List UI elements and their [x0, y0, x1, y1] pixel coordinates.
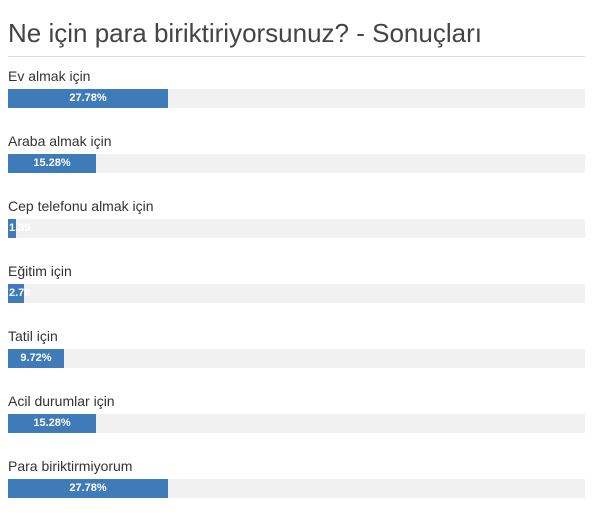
result-bar-fill: 27.78%	[8, 89, 168, 108]
answer-item-ev: Ev almak için 27.78%	[8, 67, 585, 132]
answer-label: Ev almak için	[8, 68, 91, 84]
result-bar-fill: 15.28%	[8, 154, 96, 173]
result-percent: 15.28%	[33, 417, 71, 429]
result-bar-track: 15.28%	[8, 154, 585, 173]
result-percent: 9.72%	[20, 352, 52, 364]
answer-label: Acil durumlar için	[8, 393, 115, 409]
answer-label: Eğitim için	[8, 263, 72, 279]
result-bar-fill: 15.28%	[8, 414, 96, 433]
result-bar-fill: 1.39	[8, 219, 30, 238]
answer-item-acil-durumlar: Acil durumlar için 15.28%	[8, 392, 585, 457]
answer-label: Cep telefonu almak için	[8, 198, 154, 214]
answer-item-cep-telefonu: Cep telefonu almak için 1.39	[8, 197, 585, 262]
result-bar-track: 2.78	[8, 284, 585, 303]
title-divider	[8, 56, 585, 57]
poll-results: Ne için para biriktiriyorsunuz? - Sonuçl…	[8, 0, 585, 522]
page-title: Ne için para biriktiriyorsunuz? - Sonuçl…	[8, 18, 482, 48]
result-bar-track: 1.39	[8, 219, 585, 238]
answer-list: Ev almak için 27.78% Araba almak için 15…	[8, 67, 585, 522]
result-bar-fill: 27.78%	[8, 479, 168, 498]
result-bar-fill: 2.78	[8, 284, 30, 303]
result-percent: 2.78	[9, 287, 31, 299]
answer-item-para-biriktirmiyorum: Para biriktirmiyorum 27.78%	[8, 457, 585, 522]
result-bar-track: 9.72%	[8, 349, 585, 368]
result-percent: 1.39	[9, 222, 31, 234]
result-bar-track: 15.28%	[8, 414, 585, 433]
answer-label: Para biriktirmiyorum	[8, 458, 133, 474]
answer-item-araba: Araba almak için 15.28%	[8, 132, 585, 197]
result-percent: 27.78%	[69, 482, 107, 494]
result-bar-track: 27.78%	[8, 479, 585, 498]
answer-item-egitim: Eğitim için 2.78	[8, 262, 585, 327]
answer-label: Tatil için	[8, 328, 58, 344]
result-bar-fill: 9.72%	[8, 349, 64, 368]
result-percent: 27.78%	[69, 92, 107, 104]
answer-label: Araba almak için	[8, 133, 112, 149]
result-bar-track: 27.78%	[8, 89, 585, 108]
answer-item-tatil: Tatil için 9.72%	[8, 327, 585, 392]
result-percent: 15.28%	[33, 157, 71, 169]
